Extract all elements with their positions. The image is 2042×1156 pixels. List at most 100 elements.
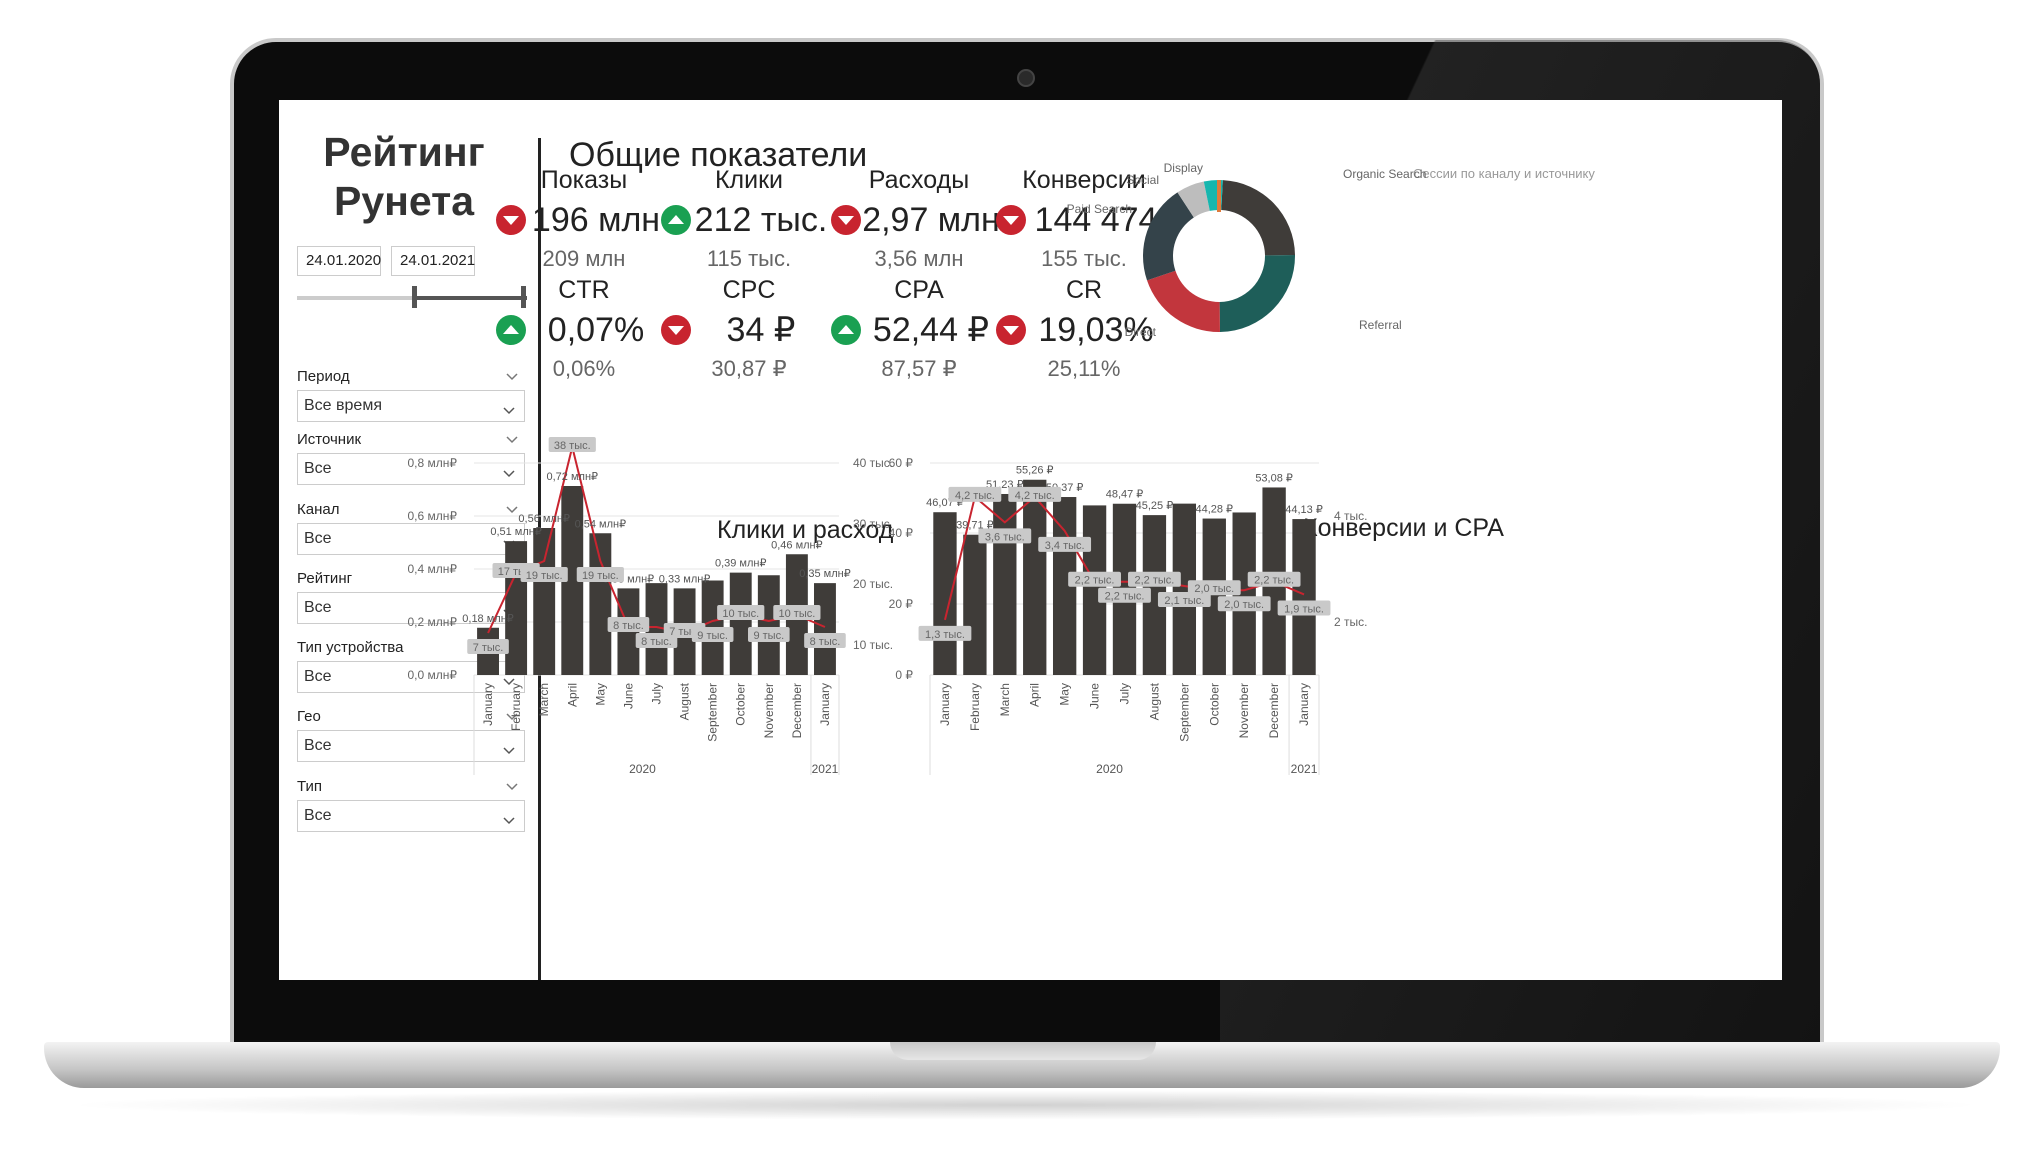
bar — [757, 575, 780, 675]
bar — [1292, 519, 1316, 675]
year-label: 2021 — [812, 762, 839, 776]
chevron-down-icon[interactable] — [505, 780, 519, 794]
date-slider-handle-end[interactable] — [521, 286, 526, 308]
chevron-down-icon[interactable] — [505, 503, 519, 517]
dashboard-screen: Рейтинг Рунета 24.01.2020 24.01.2021 Пер… — [279, 100, 1782, 980]
filter-select[interactable]: Все — [297, 453, 525, 485]
line-data-label-bg — [691, 627, 734, 642]
kpi-previous: 0,06% — [552, 356, 616, 381]
kpi-label: Расходы — [868, 166, 970, 194]
kpi-previous: 155 тыс. — [1041, 246, 1127, 271]
line-data-label: 9 тыс. — [753, 630, 784, 642]
date-to-input[interactable]: 24.01.2021 — [391, 246, 475, 276]
y-tick-label: 0 ₽ — [895, 668, 913, 682]
filter-select[interactable]: Все — [297, 661, 525, 693]
laptop-notch — [890, 1042, 1156, 1060]
chevron-down-icon[interactable] — [505, 370, 519, 384]
filter-value: Все — [304, 599, 332, 616]
kpi-card: CPC 34 ₽ 30,87 ₽ — [654, 276, 844, 382]
report-title-line2: Рунета — [333, 178, 475, 224]
bar — [814, 583, 836, 675]
series-line — [487, 446, 826, 635]
x-tick-label: January — [1297, 683, 1311, 726]
line-data-label-bg — [1187, 580, 1241, 596]
chevron-down-icon[interactable] — [505, 710, 519, 724]
line-data-label-bg — [978, 528, 1032, 544]
kpi-card: Клики 212 тыс. 115 тыс. — [654, 166, 844, 272]
chevron-down-icon[interactable] — [505, 433, 519, 447]
x-tick-label: February — [509, 683, 523, 731]
line-data-label-bg — [520, 567, 568, 582]
kpi-previous: 30,87 ₽ — [711, 356, 787, 381]
trend-up-icon — [495, 314, 527, 346]
line-data-label: 2,2 тыс. — [1254, 575, 1294, 587]
bar-data-label: 0,54 млн₽ — [575, 518, 627, 530]
line-data-label-bg — [918, 625, 972, 641]
kpi-label: CTR — [558, 276, 610, 304]
filter-select[interactable]: Все — [297, 523, 525, 555]
line-data-label-bg — [1008, 486, 1062, 502]
line-data-label: 8 тыс. — [613, 620, 644, 632]
donut-label: Referral — [1359, 318, 1402, 332]
chevron-down-icon[interactable] — [502, 462, 516, 478]
kpi-label: Конверсии — [1022, 166, 1146, 194]
chevron-down-icon[interactable] — [502, 739, 516, 755]
kpi-previous: 209 млн — [542, 246, 626, 271]
x-tick-label: February — [968, 683, 982, 731]
x-tick-label: December — [790, 683, 804, 738]
line-data-label-bg — [948, 486, 1002, 502]
bar-data-label: 0,18 млн₽ — [462, 613, 514, 625]
kpi-card: Конверсии 144 474 155 тыс. — [989, 166, 1179, 272]
report-title-line1: Рейтинг — [323, 129, 485, 175]
bar — [645, 583, 668, 675]
filter-label: Источник — [297, 431, 362, 448]
bar — [963, 534, 987, 675]
date-slider-handle-start[interactable] — [412, 286, 417, 308]
line-data-label-bg — [1157, 591, 1211, 607]
line-data-label-bg — [607, 617, 650, 632]
x-tick-label: November — [1237, 683, 1251, 738]
line-data-label-bg — [1247, 571, 1301, 587]
bar — [1232, 512, 1256, 675]
bar — [1023, 479, 1047, 675]
x-tick-label: March — [537, 683, 551, 716]
kpi-card: CPA 52,44 ₽ 87,57 ₽ — [824, 276, 1014, 382]
bar — [589, 533, 612, 675]
x-tick-label: March — [998, 683, 1012, 716]
x-tick-label: September — [706, 683, 720, 742]
kpi-value: 52,44 ₽ — [824, 310, 1014, 350]
filter-select[interactable]: Все — [297, 730, 525, 762]
trend-down-icon — [995, 204, 1027, 236]
bar — [1142, 515, 1167, 675]
chevron-down-icon[interactable] — [502, 809, 516, 825]
bar — [1202, 518, 1226, 675]
kpi-previous: 87,57 ₽ — [881, 356, 957, 381]
series-line — [943, 495, 1305, 621]
line-data-label-bg — [1217, 596, 1271, 612]
chevron-down-icon[interactable] — [502, 670, 516, 686]
donut-slice-accent — [1217, 180, 1221, 212]
bar-data-label: 48,47 ₽ — [1106, 489, 1144, 501]
line-data-label: 2,2 тыс. — [1105, 591, 1145, 603]
x-tick-label: April — [1028, 683, 1042, 707]
donut-slice — [1147, 270, 1220, 332]
bar-data-label: 44,13 ₽ — [1285, 504, 1323, 516]
chevron-down-icon[interactable] — [502, 399, 516, 415]
bar-data-label: 0,72 млн₽ — [547, 471, 599, 483]
date-slider-track[interactable] — [297, 296, 525, 300]
section-title: Общие показатели — [569, 136, 868, 174]
trend-up-icon — [830, 314, 862, 346]
bar-data-label: 0,39 млн₽ — [715, 558, 767, 570]
donut-title: Сессии по каналу и источнику — [1413, 166, 1595, 181]
donut-label: Direct — [1125, 325, 1157, 339]
bar-data-label: 0,56 млн₽ — [518, 513, 570, 525]
filter-value: Все время — [304, 397, 382, 414]
filter-select[interactable]: Все — [297, 800, 525, 832]
x-tick-label: April — [565, 683, 579, 707]
line-data-label-bg — [467, 639, 509, 654]
date-from-input[interactable]: 24.01.2020 — [297, 246, 381, 276]
filter-select[interactable]: Все время — [297, 390, 525, 422]
line-data-label-bg — [576, 567, 624, 582]
bar — [561, 486, 584, 675]
x-tick-label: July — [1118, 683, 1132, 704]
